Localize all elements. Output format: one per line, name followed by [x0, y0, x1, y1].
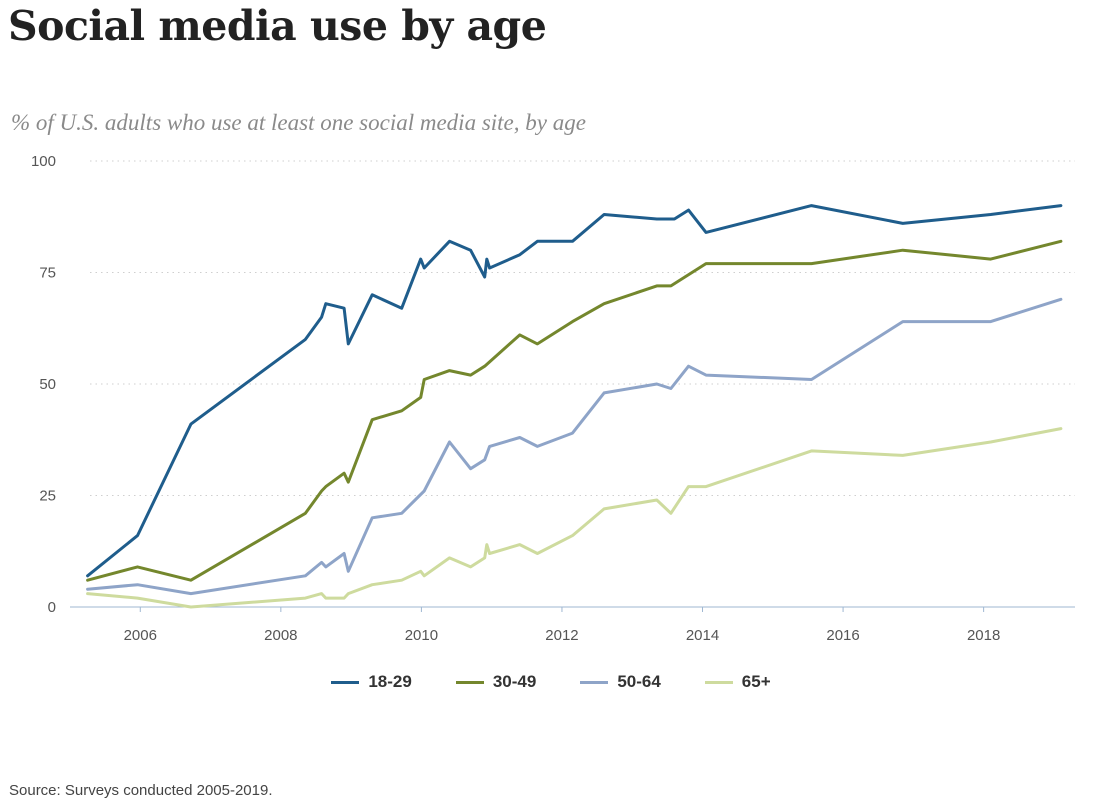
series-line-50-64 — [86, 297, 1063, 596]
legend-label: 30-49 — [492, 672, 537, 691]
y-axis: 0 25 50 75 100 — [31, 153, 56, 616]
y-tick-label: 100 — [31, 153, 56, 170]
x-axis: 2006 2008 2010 2012 2014 2016 2018 — [124, 607, 1000, 644]
series-line-30-49 — [86, 239, 1063, 582]
legend-swatch — [704, 680, 733, 684]
x-tick-label: 2010 — [405, 627, 438, 644]
legend-swatch — [331, 680, 360, 684]
x-tick-label: 2012 — [545, 627, 578, 644]
legend-swatch — [580, 680, 609, 684]
legend-label: 50-64 — [617, 672, 661, 691]
x-tick-label: 2018 — [967, 627, 1000, 644]
legend-item-18-29: 18-29 — [331, 672, 412, 692]
source-note: Source: Surveys conducted 2005-2019. — [9, 782, 273, 799]
series-line-65+ — [86, 427, 1063, 609]
grid — [70, 160, 1075, 608]
y-tick-label: 25 — [39, 488, 56, 505]
chart-title: Social media use by age — [8, 2, 547, 50]
legend-item-65+: 65+ — [704, 672, 771, 692]
legend: 18-29 30-49 50-64 65+ — [0, 672, 1102, 692]
x-tick-label: 2008 — [264, 627, 297, 644]
y-tick-label: 75 — [39, 265, 56, 282]
legend-label: 18-29 — [368, 672, 412, 691]
series-lines — [86, 204, 1063, 609]
x-tick-label: 2016 — [826, 627, 859, 644]
chart-subtitle: % of U.S. adults who use at least one so… — [11, 110, 586, 135]
x-tick-label: 2014 — [686, 627, 719, 644]
legend-swatch — [455, 680, 484, 684]
y-tick-label: 0 — [48, 599, 56, 616]
legend-item-30-49: 30-49 — [455, 672, 537, 692]
x-tick-label: 2006 — [124, 627, 157, 644]
series-line-18-29 — [86, 204, 1063, 578]
legend-label: 65+ — [741, 672, 771, 691]
legend-item-50-64: 50-64 — [580, 672, 661, 692]
y-tick-label: 50 — [39, 376, 56, 393]
